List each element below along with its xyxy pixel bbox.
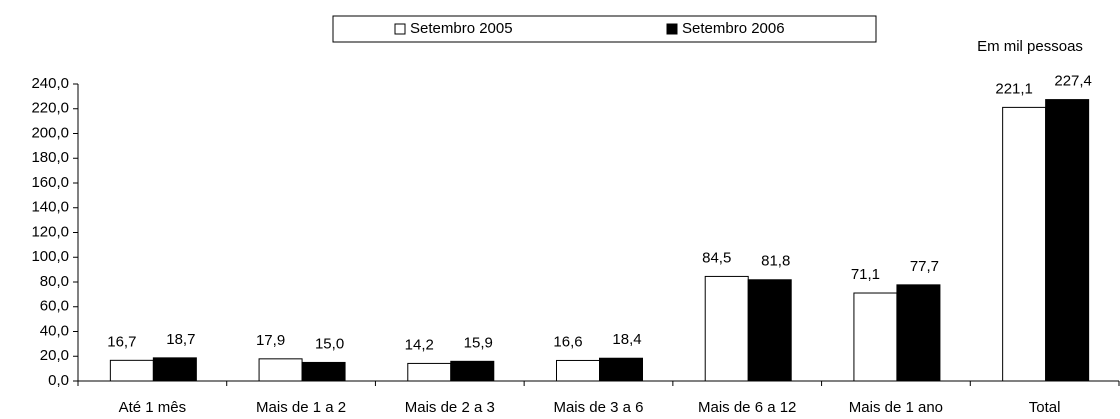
value-label: 18,7: [166, 331, 195, 348]
y-tick-label: 0,0: [48, 372, 69, 389]
bar: [1002, 106, 1047, 382]
value-label: 15,0: [315, 335, 344, 352]
value-label: 221,1: [995, 80, 1033, 97]
bar: [258, 358, 303, 382]
x-tick-label: Total: [1029, 399, 1061, 416]
x-tick-label: Mais de 1 ano: [849, 399, 943, 416]
legend-swatch: [394, 23, 406, 35]
bar: [747, 279, 792, 382]
x-tick-label: Mais de 6 a 12: [698, 399, 796, 416]
value-label: 16,6: [553, 333, 582, 350]
y-tick-label: 20,0: [40, 347, 69, 364]
bar: [1045, 99, 1090, 382]
bar: [407, 362, 452, 382]
y-tick-label: 60,0: [40, 298, 69, 315]
bar: [896, 284, 941, 382]
y-tick-label: 240,0: [31, 75, 69, 92]
legend-label: Setembro 2005: [410, 20, 513, 37]
value-label: 18,4: [612, 331, 641, 348]
legend-label: Setembro 2006: [682, 20, 785, 37]
y-tick-label: 200,0: [31, 124, 69, 141]
y-tick-label: 140,0: [31, 199, 69, 216]
x-tick-label: Mais de 2 a 3: [405, 399, 495, 416]
y-tick-label: 80,0: [40, 273, 69, 290]
y-tick-label: 100,0: [31, 248, 69, 265]
y-tick-label: 120,0: [31, 223, 69, 240]
legend-swatch: [666, 23, 678, 35]
bar: [301, 361, 346, 382]
bar: [109, 359, 154, 382]
value-label: 81,8: [761, 253, 790, 270]
annotation: Em mil pessoas: [977, 38, 1083, 55]
value-label: 71,1: [851, 266, 880, 283]
value-label: 14,2: [405, 336, 434, 353]
y-tick-label: 180,0: [31, 149, 69, 166]
value-label: 227,4: [1054, 73, 1092, 90]
bar: [704, 275, 749, 382]
legend-box: [332, 15, 877, 43]
value-label: 16,7: [107, 333, 136, 350]
y-tick-label: 40,0: [40, 322, 69, 339]
bar: [599, 357, 643, 382]
bar: [450, 360, 495, 382]
y-tick-label: 160,0: [31, 174, 69, 191]
x-tick-label: Mais de 3 a 6: [553, 399, 643, 416]
value-label: 77,7: [910, 258, 939, 275]
x-tick-label: Até 1 mês: [119, 399, 187, 416]
value-label: 17,9: [256, 332, 285, 349]
bar: [853, 292, 898, 382]
value-label: 84,5: [702, 249, 731, 266]
value-label: 15,9: [464, 334, 493, 351]
x-tick-label: Mais de 1 a 2: [256, 399, 346, 416]
y-tick-label: 220,0: [31, 100, 69, 117]
bar: [556, 359, 600, 382]
bar: [152, 357, 197, 382]
